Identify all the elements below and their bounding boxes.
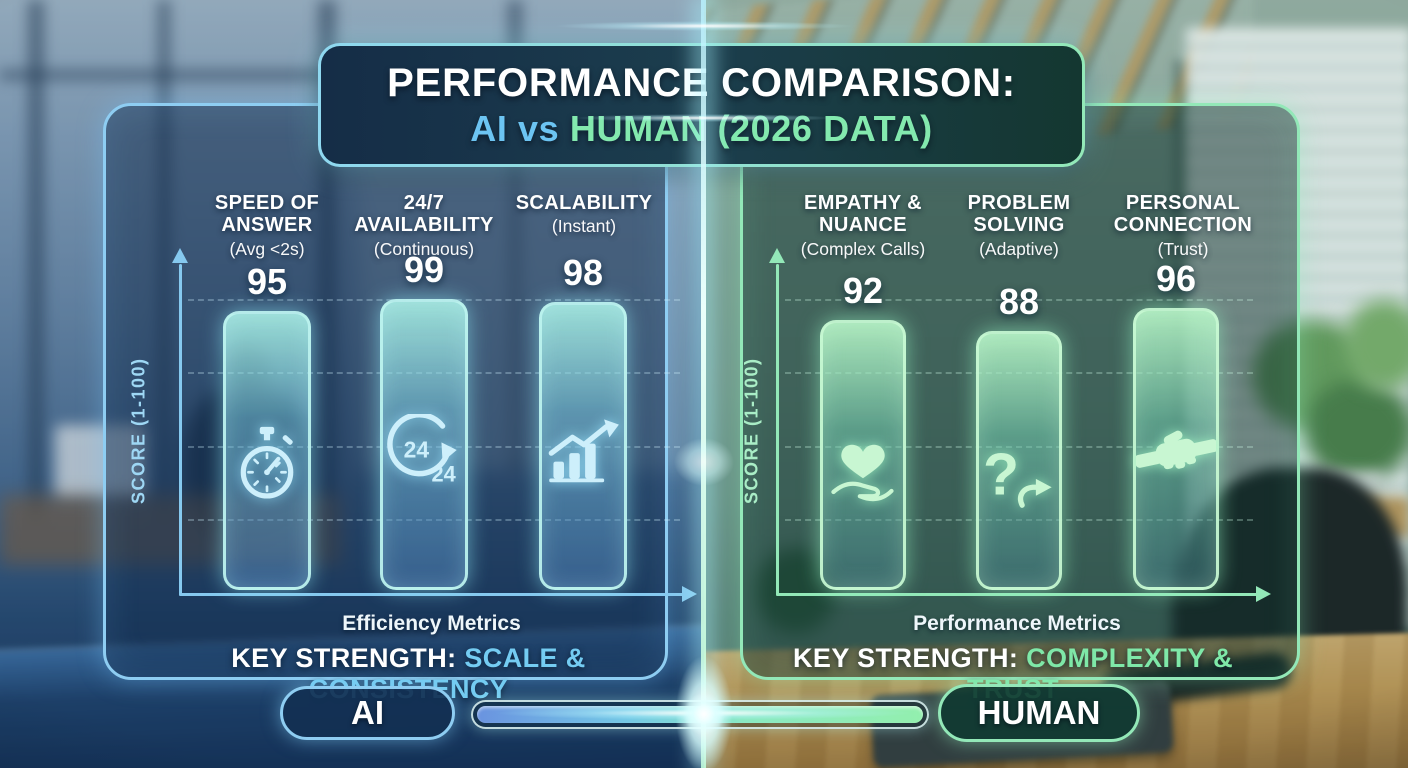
y-axis-label: SCORE (1-100) [128,357,149,505]
title-human-part: HUMAN (2026 DATA) [559,107,933,149]
x-axis-title: Efficiency Metrics [342,612,521,635]
column-header-personal-connection: PERSONAL CONNECTION (Trust) [1095,192,1271,260]
ai-panel: SPEED OF ANSWER (Avg <2s) 24/7 AVAILABIL… [103,103,697,704]
bar-speed-of-answer [223,311,311,590]
column-title: PERSONAL CONNECTION [1113,192,1253,237]
column-subtitle: (Instant) [551,216,617,237]
question-arrow-icon: ? [983,446,1052,508]
x-axis-line [776,593,1258,596]
bar-value-label: 95 [246,261,288,302]
column-header-speed: SPEED OF ANSWER (Avg <2s) [177,192,357,260]
column-title: PROBLEM SOLVING [967,192,1071,237]
key-strength-label: KEY STRENGTH: [231,643,457,673]
column-header-scalability: SCALABILITY (Instant) [494,192,674,237]
plant-leaves [1344,300,1408,390]
bar-column-scalability: 98 [539,252,627,590]
y-axis-line [776,264,779,596]
gradient-bar-fill [477,706,923,723]
column-subtitle: (Avg <2s) [229,238,305,259]
column-header-problem-solving: PROBLEM SOLVING (Adaptive) [939,192,1099,260]
y-axis-arrow [172,248,188,263]
y-axis-label: SCORE (1-100) [741,357,762,505]
ai-badge: AI [280,686,455,740]
y-axis-arrow [769,248,785,263]
heart-in-hand-icon [831,444,894,502]
column-subtitle: (Complex Calls) [800,238,926,259]
human-badge: HUMAN [938,684,1140,742]
gridline-100 [785,299,1253,301]
svg-text:?: ? [983,446,1019,508]
key-strength-label: KEY STRENGTH: [793,643,1019,673]
stopwatch-icon [240,426,294,499]
center-divider-light [701,0,706,768]
svg-text:24: 24 [432,462,456,486]
x-axis-line [179,593,684,596]
bar-value-label: 88 [998,281,1040,322]
column-title: SPEED OF ANSWER [214,192,320,237]
x-axis-arrow [1256,586,1271,602]
column-subtitle: (Adaptive) [979,238,1059,259]
key-strength-line: KEY STRENGTH: COMPLEXITY & TRUST [758,643,1268,705]
24-7-clock-icon: 24 24 [387,414,457,486]
plant-leaves [1304,380,1408,480]
handshake-icon [1136,430,1216,470]
svg-text:24: 24 [404,437,430,463]
column-header-empathy: EMPATHY & NUANCE (Complex Calls) [773,192,953,260]
bar-value-label: 99 [403,249,445,290]
bar-scalability [539,302,627,590]
column-subtitle: (Continuous) [373,238,475,259]
column-header-availability: 24/7 AVAILABILITY (Continuous) [334,192,514,260]
bar-column-speed: 95 [223,261,311,590]
bar-empathy-nuance [820,320,906,590]
bar-column-personal-connection: 96 [1133,258,1219,590]
title-ai-part: AI vs [470,107,560,149]
growth-chart-icon [548,419,619,483]
bar-column-empathy: 92 [820,270,906,590]
bar-problem-solving: ? [976,331,1062,590]
bar-value-label: 96 [1155,258,1197,299]
column-title: 24/7 AVAILABILITY [354,192,494,237]
human-panel: EMPATHY & NUANCE (Complex Calls) PROBLEM… [740,103,1300,704]
bar-value-label: 98 [562,252,604,293]
bar-column-problem-solving: 88 ? [976,281,1062,590]
x-axis-title: Performance Metrics [913,612,1121,635]
x-axis-arrow [682,586,697,602]
ai-human-gradient-bar [471,700,929,729]
bar-24-7-availability: 24 24 [380,299,468,590]
column-title: EMPATHY & NUANCE [803,192,923,237]
y-axis-line [179,264,182,596]
column-title: SCALABILITY [515,192,653,214]
column-subtitle: (Trust) [1157,238,1209,259]
bar-personal-connection [1133,308,1219,590]
window-frame [28,0,44,520]
bar-column-availability: 99 24 24 [380,249,468,590]
bar-value-label: 92 [842,270,884,311]
